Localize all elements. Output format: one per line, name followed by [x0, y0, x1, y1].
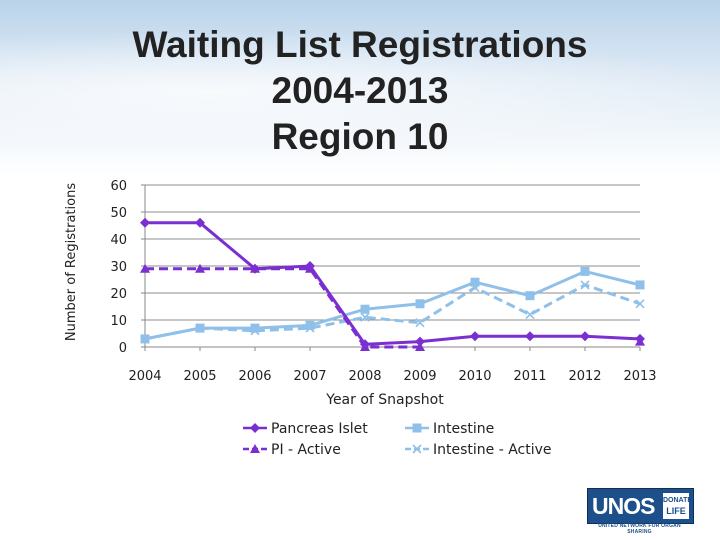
- chart-title-line-2: 2004-2013: [271, 70, 449, 111]
- point-pancreas-islet-2010: [470, 331, 480, 342]
- unos-logo-box: UNOS DONATE LIFE: [587, 488, 694, 524]
- title-background: [0, 0, 720, 175]
- legend-entry-pancreas-islet: Pancreas Islet: [243, 421, 368, 437]
- point-intestine-2009: [415, 299, 425, 309]
- unos-logo-tagline: UNITED NETWORK FOR ORGAN SHARING: [598, 523, 681, 535]
- chart-title-line-1: Waiting List Registrations: [132, 24, 588, 65]
- point-intestine-2012: [580, 266, 590, 276]
- chart-title-line-3: Region 10: [271, 116, 449, 157]
- point-intestine-2006: [250, 323, 260, 333]
- point-intestine-2007: [305, 320, 315, 330]
- x-tick-label-2009: 2009: [403, 369, 436, 384]
- point-pancreas-islet-2004: [140, 217, 150, 228]
- point-intestine-active-2007: [305, 323, 315, 333]
- point-intestine-active-2013: [635, 299, 645, 309]
- x-tick-label-2006: 2006: [238, 369, 271, 384]
- x-tick-label-2008: 2008: [348, 369, 381, 384]
- point-pi-active-2005: [195, 263, 205, 273]
- point-pancreas-islet-2008: [360, 339, 370, 350]
- unos-logo: UNOS DONATE LIFE UNITED NETWORK FOR ORGA…: [587, 488, 694, 535]
- x-tick-label-2013: 2013: [623, 369, 656, 384]
- legend-marker-intestine: [412, 423, 422, 433]
- point-intestine-active-2004: [140, 334, 150, 344]
- series: [140, 217, 645, 351]
- point-intestine-active-2010: [470, 283, 480, 293]
- y-tick-label-60: 60: [110, 179, 127, 194]
- legend-marker-pancreas-islet: [250, 423, 260, 433]
- legend-label-intestine: Intestine: [433, 421, 494, 437]
- point-pancreas-islet-2011: [525, 331, 535, 342]
- point-pancreas-islet-2009: [415, 336, 425, 347]
- donate-life-badge-line-1: DONATE: [663, 497, 693, 504]
- y-tick-label-30: 30: [110, 260, 127, 275]
- x-tick-label-2007: 2007: [293, 369, 326, 384]
- point-intestine-active-2008: [360, 312, 370, 322]
- legend: Pancreas Islet Intestine PI - Active Intest…: [243, 421, 552, 458]
- x-tick-label-2011: 2011: [513, 369, 546, 384]
- x-axis-label: Year of Snapshot: [325, 392, 444, 408]
- legend-entry-intestine-active: Intestine - Active: [405, 442, 552, 458]
- series-pancreas-islet: [140, 217, 645, 350]
- point-intestine-2008: [360, 304, 370, 314]
- point-intestine-active-2009: [415, 318, 425, 328]
- point-intestine-2011: [525, 291, 535, 301]
- donate-life-badge-line-2: LIFE: [666, 506, 686, 516]
- legend-marker-pi-active: [250, 444, 260, 453]
- x-tick-label-2010: 2010: [458, 369, 491, 384]
- legend-entry-intestine: Intestine: [405, 421, 494, 437]
- point-pancreas-islet-2005: [195, 217, 205, 228]
- x-tick-label-2012: 2012: [568, 369, 601, 384]
- y-tick-label-40: 40: [110, 233, 127, 248]
- y-tick-label-20: 20: [110, 287, 127, 302]
- legend-entry-pi-active: PI - Active: [243, 442, 341, 458]
- point-intestine-active-2011: [525, 310, 535, 320]
- point-pancreas-islet-2012: [580, 331, 590, 342]
- series-intestine: [140, 266, 645, 344]
- x-tick-label-2004: 2004: [128, 369, 161, 384]
- line-intestine-active-0: [144, 283, 641, 341]
- chart-title: Waiting List Registrations 2004-2013 Reg…: [60, 22, 660, 160]
- legend-label-intestine-active: Intestine - Active: [433, 442, 552, 458]
- y-axis-label: Number of Registrations: [64, 183, 79, 341]
- y-tick-label-50: 50: [110, 206, 127, 221]
- line-pi-active-0: [145, 267, 420, 349]
- y-tick-label-0: 0: [119, 341, 127, 356]
- legend-label-pancreas-islet: Pancreas Islet: [271, 421, 368, 437]
- point-intestine-active-2005: [195, 323, 205, 333]
- donate-life-badge: DONATE LIFE: [663, 493, 693, 519]
- point-pi-active-2004: [140, 263, 150, 273]
- point-intestine-active-2012: [580, 280, 590, 290]
- point-pancreas-islet-2006: [250, 263, 260, 274]
- y-tick-label-10: 10: [110, 314, 127, 329]
- legend-marker-intestine-active: [412, 444, 422, 454]
- point-pancreas-islet-2013: [635, 333, 645, 344]
- point-intestine-2013: [635, 280, 645, 290]
- point-intestine-active-2006: [250, 326, 260, 336]
- line-pancreas-islet-0: [145, 221, 641, 346]
- x-tick-label-2005: 2005: [183, 369, 216, 384]
- legend-label-pi-active: PI - Active: [271, 442, 341, 458]
- point-intestine-2010: [470, 277, 480, 287]
- series-intestine-active: [140, 280, 645, 344]
- axis-ticks: 0 10 20 30 40 50 60 2004 2005 2006 2007 2008 2009 201…: [110, 179, 656, 384]
- point-pancreas-islet-2007: [305, 261, 315, 271]
- line-intestine-0: [144, 269, 641, 341]
- unos-logo-word: UNOS: [592, 493, 655, 519]
